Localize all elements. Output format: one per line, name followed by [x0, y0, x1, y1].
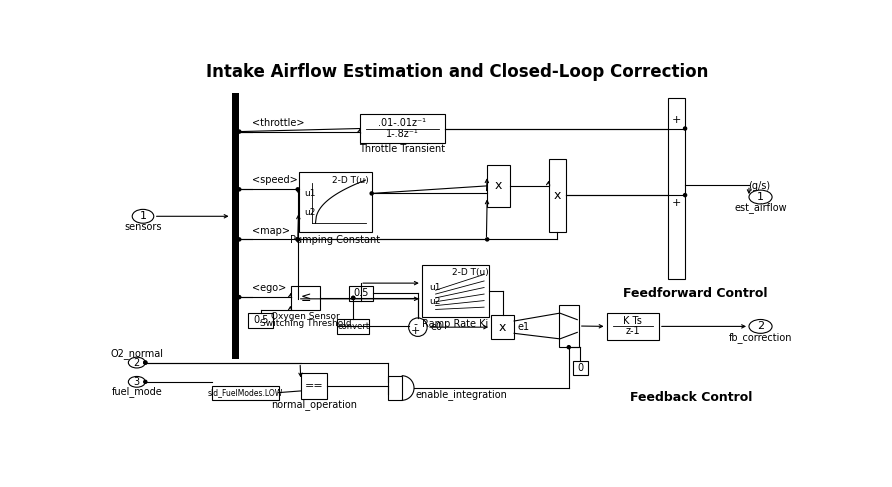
Bar — [668, 98, 685, 280]
Circle shape — [237, 130, 241, 133]
Circle shape — [351, 297, 355, 300]
Text: 2: 2 — [134, 357, 140, 368]
Text: e0: e0 — [430, 322, 442, 332]
Text: fuel_mode: fuel_mode — [112, 386, 162, 396]
Text: 2-D T(u): 2-D T(u) — [452, 268, 489, 277]
Circle shape — [296, 238, 300, 241]
Text: 2: 2 — [757, 321, 764, 331]
Text: 0.5: 0.5 — [253, 315, 268, 325]
Circle shape — [144, 361, 147, 364]
Bar — [232, 93, 239, 359]
Text: 1: 1 — [139, 211, 146, 221]
Bar — [360, 114, 445, 143]
Text: sensors: sensors — [124, 222, 161, 232]
Ellipse shape — [132, 209, 153, 223]
Text: -: - — [414, 319, 417, 329]
Bar — [388, 375, 401, 400]
Circle shape — [237, 188, 241, 191]
Circle shape — [296, 188, 300, 191]
Bar — [291, 285, 320, 310]
Circle shape — [567, 346, 570, 349]
Text: est_airflow: est_airflow — [734, 203, 787, 213]
Ellipse shape — [128, 376, 145, 387]
Bar — [558, 305, 579, 347]
Text: u1: u1 — [305, 189, 316, 199]
Text: O2_normal: O2_normal — [111, 348, 163, 359]
Circle shape — [237, 296, 241, 299]
Text: Intake Airflow Estimation and Closed-Loop Correction: Intake Airflow Estimation and Closed-Loo… — [206, 63, 708, 81]
Text: 0.5: 0.5 — [353, 288, 368, 299]
Circle shape — [237, 238, 241, 241]
Text: <throttle>: <throttle> — [252, 118, 305, 128]
Text: Pumping Constant: Pumping Constant — [290, 235, 380, 245]
Text: x: x — [495, 179, 502, 192]
Ellipse shape — [749, 190, 772, 204]
Circle shape — [409, 318, 427, 337]
Text: <ego>: <ego> — [252, 283, 286, 293]
Circle shape — [485, 238, 489, 241]
Bar — [487, 165, 510, 207]
Bar — [299, 172, 372, 232]
Text: ≤: ≤ — [301, 291, 310, 304]
Text: u2: u2 — [305, 208, 316, 217]
Text: convert: convert — [337, 322, 369, 331]
Text: (g/s): (g/s) — [747, 181, 770, 191]
Circle shape — [683, 127, 687, 130]
Circle shape — [351, 297, 355, 300]
Text: u1: u1 — [429, 283, 441, 292]
Text: ==: == — [304, 381, 323, 391]
Text: 1: 1 — [757, 192, 764, 202]
Ellipse shape — [749, 319, 772, 333]
Text: Feedback Control: Feedback Control — [630, 391, 753, 404]
Bar — [301, 373, 327, 399]
Text: 0: 0 — [577, 363, 583, 373]
Text: +: + — [672, 198, 681, 208]
Circle shape — [296, 238, 300, 241]
Text: Ramp Rate Ki: Ramp Rate Ki — [423, 319, 489, 329]
Text: 2-D T(u): 2-D T(u) — [332, 176, 368, 185]
Bar — [607, 313, 659, 340]
Circle shape — [144, 361, 147, 364]
Text: +: + — [672, 115, 681, 125]
Text: 3: 3 — [134, 377, 140, 387]
Text: Switching Threshold: Switching Threshold — [260, 319, 351, 328]
Bar — [212, 386, 278, 399]
Text: <speed>: <speed> — [252, 175, 298, 186]
Bar — [337, 318, 369, 334]
Text: Feedforward Control: Feedforward Control — [623, 287, 767, 300]
Text: u2: u2 — [429, 297, 441, 306]
Bar — [249, 313, 273, 328]
Text: <map>: <map> — [252, 225, 290, 236]
Bar — [549, 159, 566, 232]
Text: 1-.8z⁻¹: 1-.8z⁻¹ — [386, 129, 419, 139]
Bar — [491, 315, 514, 339]
Text: x: x — [499, 320, 507, 334]
Ellipse shape — [128, 357, 145, 368]
Text: Oxygen Sensor: Oxygen Sensor — [271, 312, 340, 321]
Text: z-1: z-1 — [625, 326, 640, 337]
Text: .01-.01z⁻¹: .01-.01z⁻¹ — [378, 118, 426, 128]
Text: normal_operation: normal_operation — [271, 399, 357, 411]
Text: fb_correction: fb_correction — [729, 332, 792, 343]
Bar — [573, 361, 588, 375]
Circle shape — [296, 238, 300, 241]
Text: Throttle Transient: Throttle Transient — [359, 144, 445, 154]
Text: +: + — [411, 326, 420, 336]
Text: enable_integration: enable_integration — [416, 389, 508, 400]
Text: sld_FuelModes.LOW: sld_FuelModes.LOW — [208, 388, 283, 397]
Text: K Ts: K Ts — [624, 317, 642, 326]
Circle shape — [683, 193, 687, 197]
Circle shape — [144, 380, 147, 383]
Circle shape — [370, 192, 373, 195]
Bar — [349, 285, 373, 301]
Text: e1: e1 — [517, 322, 529, 332]
Bar — [422, 265, 490, 317]
Text: x: x — [554, 188, 561, 202]
